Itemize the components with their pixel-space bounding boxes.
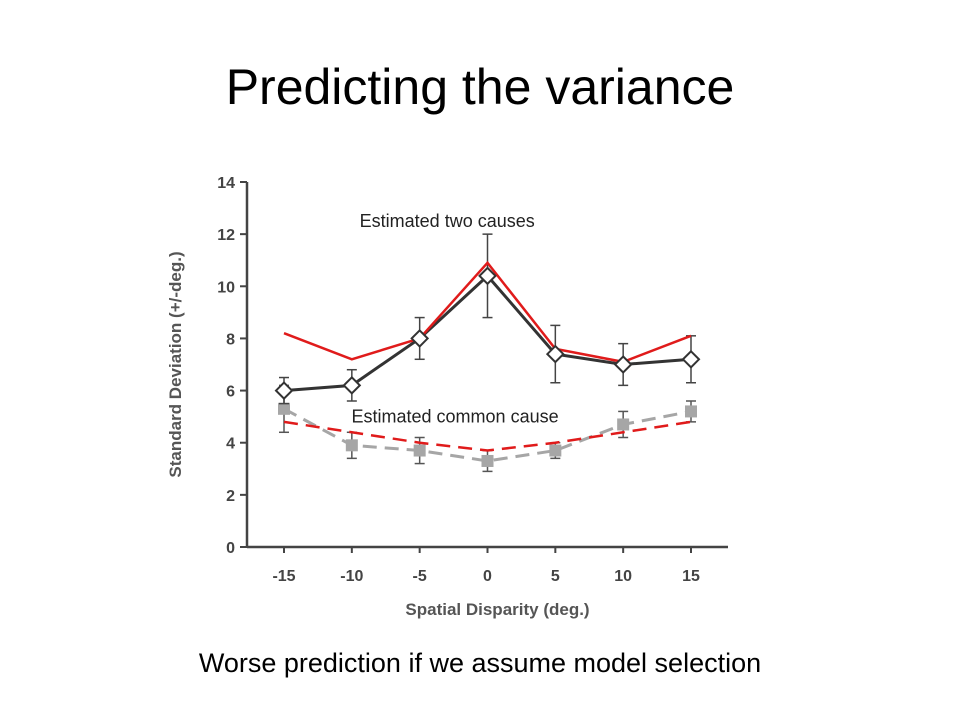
y-tick-label: 4 [226, 436, 235, 453]
x-tick-label: 0 [483, 568, 492, 585]
y-axis-label: Standard Deviation (+/-deg.) [166, 251, 185, 477]
chart-plot-area [274, 233, 701, 473]
y-tick-label: 14 [217, 175, 235, 192]
black-diamond-marker [342, 375, 362, 395]
black-diamond-marker [478, 266, 497, 286]
annotation-two-causes: Estimated two causes [360, 211, 535, 231]
black-diamond-marker [545, 344, 565, 364]
x-tick-label: -15 [272, 568, 295, 585]
gray-square-marker [481, 454, 494, 467]
y-tick-label: 0 [226, 540, 235, 557]
x-tick-label: -10 [340, 568, 363, 585]
black-diamond-marker [410, 329, 430, 348]
y-tick-label: 10 [217, 279, 235, 296]
slide-title: Predicting the variance [225, 59, 735, 115]
gray-square-marker [617, 418, 630, 431]
gray-square-marker [278, 402, 290, 415]
x-tick-label: 10 [614, 568, 632, 585]
x-tick-label: -5 [413, 568, 427, 585]
x-tick-label: 5 [551, 568, 560, 585]
y-tick-label: 12 [217, 227, 235, 244]
y-tick-label: 2 [226, 488, 235, 505]
gray-square-marker [413, 444, 426, 457]
gray-square-marker [345, 439, 358, 452]
gray-square-marker [685, 405, 697, 418]
y-tick-label: 8 [226, 331, 235, 348]
chart-axes: 0 2 4 6 8 10 12 14 -15 -10 -5 0 5 10 15 [217, 175, 728, 585]
x-tick-label: 15 [682, 568, 700, 585]
slide-caption: Worse prediction if we assume model sele… [198, 648, 762, 678]
chart: 0 2 4 6 8 10 12 14 -15 -10 -5 0 5 10 15 Spatial Dispar… [166, 175, 728, 619]
gray-square-marker [549, 444, 562, 457]
series-red-dashed-line [283, 420, 692, 452]
black-diamond-marker [613, 355, 633, 374]
x-axis-label: Spatial Disparity (deg.) [405, 600, 589, 619]
y-tick-label: 6 [226, 384, 235, 401]
black-diamond-marker [681, 349, 701, 369]
black-diamond-marker [274, 381, 294, 400]
annotation-common-cause: Estimated common cause [352, 407, 559, 427]
